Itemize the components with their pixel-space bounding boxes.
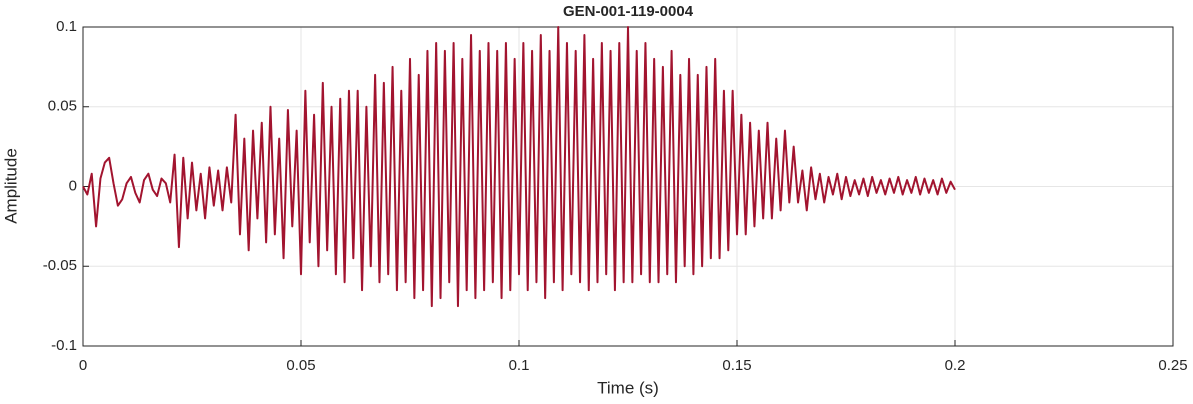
y-axis-label: Amplitude	[1, 148, 20, 224]
y-tick-label: 0	[69, 177, 77, 194]
waveform-line	[82, 26, 956, 308]
y-tick-label: -0.1	[51, 337, 77, 354]
y-tick-label: 0.05	[48, 98, 77, 115]
x-tick-label: 0.1	[509, 357, 530, 374]
x-tick-label: 0	[79, 357, 87, 374]
y-tick-label: -0.05	[43, 257, 77, 274]
y-tick-label: 0.1	[56, 18, 77, 35]
x-axis-label: Time (s)	[597, 378, 659, 397]
x-tick-label: 0.2	[945, 357, 966, 374]
x-tick-label: 0.15	[722, 357, 751, 374]
x-tick-label: 0.25	[1158, 357, 1187, 374]
x-tick-label: 0.05	[286, 357, 315, 374]
chart-title: GEN-001-119-0004	[563, 3, 694, 20]
